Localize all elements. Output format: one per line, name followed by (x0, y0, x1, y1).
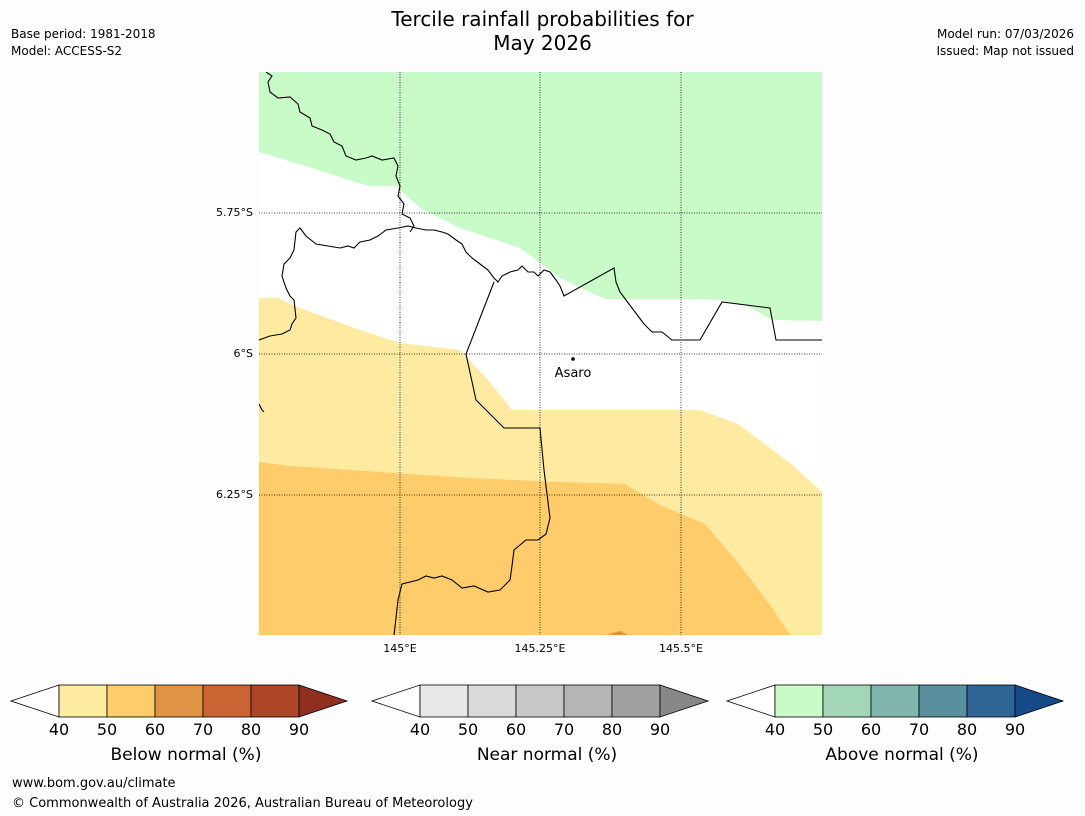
colorbar-segment-70 (918, 684, 968, 718)
colorbar-segment-60 (870, 684, 920, 718)
model-run: Model run: 07/03/2026 (936, 27, 1074, 41)
legend-label-near-normal: Near normal (%) (476, 745, 618, 765)
boundary-central-north (259, 225, 822, 341)
map-title: Tercile rainfall probabilities for May 2… (0, 7, 1085, 55)
colorbar-tick-80: 80 (956, 720, 978, 739)
lat-label-6-25: 6.25°S (216, 488, 253, 501)
legend-label-above-normal: Above normal (%) (825, 745, 979, 765)
model-name: Model: ACCESS-S2 (11, 44, 123, 58)
colorbar-tick-50: 50 (96, 720, 118, 739)
colorbar-segment-50 (467, 684, 517, 718)
rainfall-map: Asaro 5.75°S 6°S 6.25°S 145°E 145.25°E 1… (216, 72, 822, 655)
lon-label-145-25: 145.25°E (515, 642, 566, 655)
colorbar-segment-40 (419, 684, 469, 718)
boundary-northwest (265, 72, 415, 233)
town-marker (571, 357, 575, 361)
region-below-60 (606, 631, 628, 635)
colorbar-tick-90: 90 (1004, 720, 1026, 739)
colorbar-segment-80 (611, 684, 661, 718)
colorbar-tick-90: 90 (649, 720, 671, 739)
axis-labels: 5.75°S 6°S 6.25°S 145°E 145.25°E 145.5°E (216, 206, 703, 655)
title-line-2: May 2026 (493, 31, 592, 55)
colorbar-segment-60 (515, 684, 565, 718)
footer-url[interactable]: www.bom.gov.au/climate (12, 776, 176, 791)
copyright-notice: © Commonwealth of Australia 2026, Austra… (12, 796, 473, 811)
boundary-west-edge (259, 403, 265, 413)
colorbar-tick-40: 40 (764, 720, 786, 739)
base-period: Base period: 1981-2018 (11, 27, 156, 41)
colorbar-extend-high (298, 684, 349, 718)
colorbar-tick-70: 70 (908, 720, 930, 739)
colorbar-extend-high (659, 684, 710, 718)
colorbar-segment-70 (563, 684, 613, 718)
colorbar-tick-70: 70 (553, 720, 575, 739)
colorbar-tick-80: 80 (601, 720, 623, 739)
colorbar-tick-90: 90 (288, 720, 310, 739)
lat-label-5-75: 5.75°S (216, 206, 253, 219)
colorbar-tick-60: 60 (144, 720, 166, 739)
colorbar-tick-50: 50 (812, 720, 834, 739)
colorbar-segment-40 (58, 684, 108, 718)
issued-status: Issued: Map not issued (936, 44, 1074, 58)
colorbar-below-normal (10, 684, 349, 718)
colorbar-tick-50: 50 (457, 720, 479, 739)
colorbar-tick-40: 40 (409, 720, 431, 739)
colorbar-tick-80: 80 (240, 720, 262, 739)
lon-label-145: 145°E (383, 642, 416, 655)
title-line-1: Tercile rainfall probabilities for (391, 7, 694, 31)
lat-label-6: 6°S (234, 347, 253, 360)
colorbar-segment-60 (154, 684, 204, 718)
colorbar-tick-60: 60 (860, 720, 882, 739)
legend-near-normal: Near normal (%) 40 50 60 70 80 90 (371, 680, 723, 765)
colorbar-segment-80 (250, 684, 300, 718)
colorbar-tick-40: 40 (48, 720, 70, 739)
map-area (259, 72, 822, 635)
colorbar-extend-high (1014, 684, 1065, 718)
colorbar-near-normal (371, 684, 710, 718)
colorbar-tick-70: 70 (192, 720, 214, 739)
region-below-50 (259, 462, 790, 635)
colorbar-segment-70 (202, 684, 252, 718)
lon-label-145-5: 145.5°E (659, 642, 703, 655)
map-metadata-right: Model run: 07/03/2026 Issued: Map not is… (936, 26, 1074, 60)
colorbar-above-normal (726, 684, 1065, 718)
colorbar-segment-50 (106, 684, 156, 718)
colorbar-extend-low (10, 684, 60, 718)
colorbar-extend-low (726, 684, 776, 718)
legend-below-normal: Below normal (%) 40 50 60 70 80 90 (10, 680, 362, 765)
region-above-40 (259, 72, 822, 321)
province-boundaries (259, 72, 822, 635)
colorbar-segment-50 (822, 684, 872, 718)
colorbar-tick-60: 60 (505, 720, 527, 739)
boundary-central-south (393, 281, 551, 635)
colorbar-extend-low (371, 684, 421, 718)
map-metadata-left: Base period: 1981-2018 Model: ACCESS-S2 (11, 26, 156, 60)
footer: www.bom.gov.au/climate © Commonwealth of… (12, 774, 473, 814)
legend-label-below-normal: Below normal (%) (110, 745, 262, 765)
colorbar-segment-40 (774, 684, 824, 718)
town-label: Asaro (555, 366, 592, 381)
legend-above-normal: Above normal (%) 40 50 60 70 80 90 (726, 680, 1078, 765)
colorbar-segment-80 (966, 684, 1016, 718)
